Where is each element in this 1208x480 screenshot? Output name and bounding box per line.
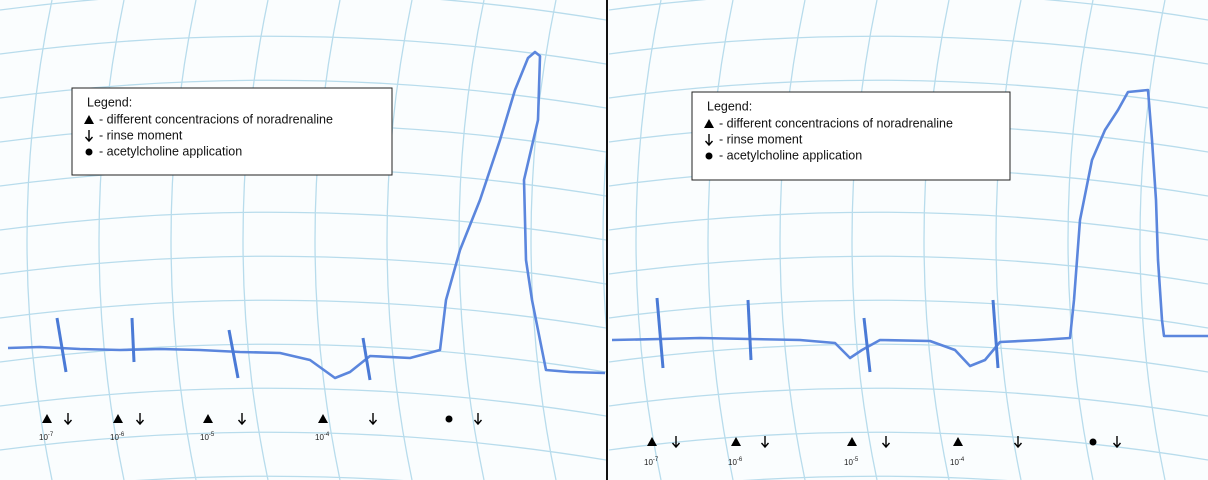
legend-item: - rinse moment: [99, 128, 183, 142]
legend-item: - acetylcholine application: [719, 148, 862, 162]
dot-symbol: [1090, 439, 1097, 446]
dot-symbol: [706, 153, 713, 160]
label-exponent: -4: [959, 457, 965, 463]
label-exponent: -7: [653, 457, 659, 463]
dot-symbol: [446, 416, 453, 423]
legend-item: - different concentracions of noradrenal…: [99, 112, 333, 126]
figure: Legend: - different concentracions of nor…: [0, 0, 1208, 480]
legend-item: - different concentracions of noradrenal…: [719, 116, 953, 130]
legend-title: Legend:: [707, 99, 752, 113]
label-exponent: -7: [48, 432, 54, 438]
legend-item: - rinse moment: [719, 132, 803, 146]
rinse-mark: [132, 318, 134, 362]
label-exponent: -5: [209, 432, 215, 438]
legend-title: Legend:: [87, 95, 132, 109]
legend-item: - acetylcholine application: [99, 144, 242, 158]
label-exponent: -5: [853, 457, 859, 463]
dot-symbol: [86, 149, 93, 156]
label-exponent: -6: [737, 457, 743, 463]
label-exponent: -4: [324, 432, 330, 438]
label-exponent: -6: [119, 432, 125, 438]
